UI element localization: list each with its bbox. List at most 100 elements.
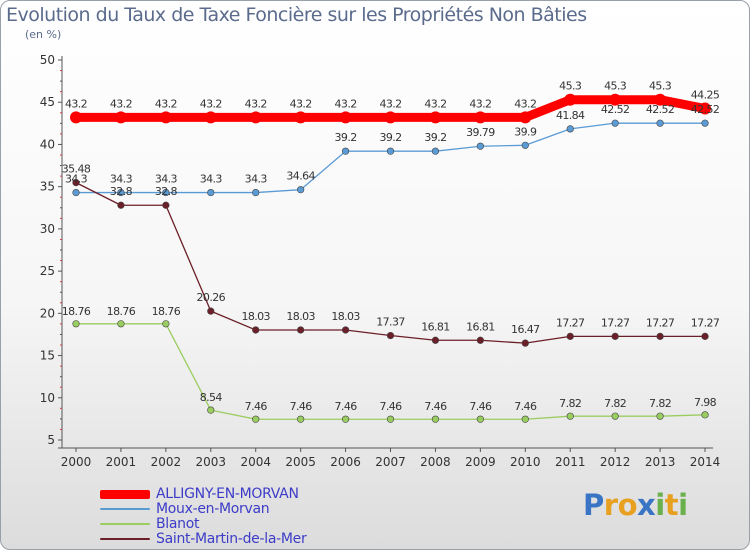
data-point <box>294 111 307 124</box>
x-tick-label: 2003 <box>196 455 227 469</box>
legend-swatch <box>100 508 150 510</box>
data-label: 41.84 <box>556 109 585 122</box>
data-point <box>611 332 619 340</box>
data-label: 7.46 <box>469 400 492 413</box>
data-label: 18.76 <box>62 305 91 318</box>
y-tick-label: 40 <box>40 137 55 151</box>
data-point <box>431 415 440 423</box>
logo-letter: P <box>583 488 604 522</box>
data-label: 34.3 <box>155 173 178 186</box>
data-point <box>386 415 395 423</box>
data-label: 17.27 <box>556 316 585 329</box>
x-tick-label: 2012 <box>600 455 631 469</box>
data-point <box>521 415 529 423</box>
data-label: 32.8 <box>110 185 133 198</box>
data-point <box>297 415 305 423</box>
data-label: 42.52 <box>691 103 720 116</box>
x-tick-label: 2007 <box>375 455 406 469</box>
data-label: 16.81 <box>421 320 450 333</box>
data-label: 16.81 <box>466 320 495 333</box>
data-point <box>699 102 712 115</box>
data-label: 43.2 <box>65 97 87 110</box>
y-tick-label: 10 <box>40 391 55 405</box>
logo-letter: i <box>655 488 665 522</box>
legend-label: Saint-Martin-de-la-Mer <box>156 531 307 547</box>
legend-swatch <box>100 523 150 525</box>
data-label: 35.48 <box>62 163 91 176</box>
data-label: 20.26 <box>197 291 226 304</box>
data-point <box>564 93 577 106</box>
chart-title: Evolution du Taux de Taxe Foncière sur l… <box>6 4 587 26</box>
data-point <box>384 111 397 124</box>
data-label: 43.2 <box>110 97 132 110</box>
data-point <box>72 320 80 328</box>
data-label: 7.46 <box>514 400 537 413</box>
data-point <box>159 111 172 124</box>
data-label: 45.3 <box>649 80 672 93</box>
y-tick-label: 5 <box>47 433 55 447</box>
data-label: 39.9 <box>514 125 537 138</box>
data-label: 43.2 <box>514 97 536 110</box>
data-point <box>611 119 619 127</box>
x-tick-label: 2002 <box>151 455 182 469</box>
data-label: 7.46 <box>290 400 313 413</box>
data-point <box>162 320 170 328</box>
data-point <box>474 111 487 124</box>
data-label: 7.46 <box>245 400 268 413</box>
data-point <box>431 147 440 155</box>
data-point <box>386 331 395 340</box>
series-lines <box>70 93 712 423</box>
x-tick-label: 2001 <box>106 455 137 469</box>
data-label: 44.25 <box>691 89 720 102</box>
data-label: 7.82 <box>649 397 671 410</box>
logo-letter: x <box>637 488 656 522</box>
x-tick-label: 2005 <box>285 455 316 469</box>
legend-item: Moux-en-Morvan <box>100 501 270 517</box>
data-point <box>252 188 260 197</box>
data-point <box>114 111 127 124</box>
data-label: 43.2 <box>424 97 446 110</box>
data-label: 43.2 <box>469 97 491 110</box>
data-point <box>656 332 664 340</box>
data-point <box>566 332 574 340</box>
data-label: 39.2 <box>424 131 446 144</box>
data-label: 34.3 <box>65 173 88 186</box>
logo-letter: i <box>678 488 688 522</box>
data-label: 18.03 <box>286 310 315 323</box>
data-label: 43.2 <box>245 97 267 110</box>
legend-label: ALLIGNY-EN-MORVAN <box>156 486 299 502</box>
data-label: 43.2 <box>290 97 312 110</box>
logo-letter: o <box>617 488 638 522</box>
data-label: 42.52 <box>601 103 630 116</box>
data-label: 43.2 <box>335 97 357 110</box>
data-point <box>117 201 125 209</box>
proxiti-logo: Proxiti <box>583 488 688 522</box>
x-tick-label: 2013 <box>645 455 676 469</box>
legend-label: Moux-en-Morvan <box>156 501 270 517</box>
data-label: 18.03 <box>241 310 270 323</box>
data-point <box>521 339 529 347</box>
data-point <box>204 111 217 124</box>
data-label: 43.2 <box>379 97 401 110</box>
logo-letter: t <box>664 488 679 522</box>
data-point <box>117 188 125 197</box>
x-tick-label: 2006 <box>330 455 361 469</box>
data-label: 45.3 <box>559 80 582 93</box>
data-point <box>656 119 664 127</box>
data-point <box>476 415 484 423</box>
x-tick-label: 2004 <box>240 455 271 469</box>
data-label: 34.3 <box>110 173 133 186</box>
data-label: 18.76 <box>152 305 181 318</box>
data-label: 17.27 <box>646 316 675 329</box>
data-label: 42.52 <box>646 103 675 116</box>
x-tick-label: 2000 <box>61 455 92 469</box>
data-point <box>72 188 80 197</box>
data-label: 16.47 <box>511 323 540 336</box>
data-point <box>701 119 709 127</box>
data-point <box>207 406 215 414</box>
data-point <box>341 415 350 423</box>
data-label: 32.8 <box>155 185 178 198</box>
data-point <box>521 141 529 149</box>
